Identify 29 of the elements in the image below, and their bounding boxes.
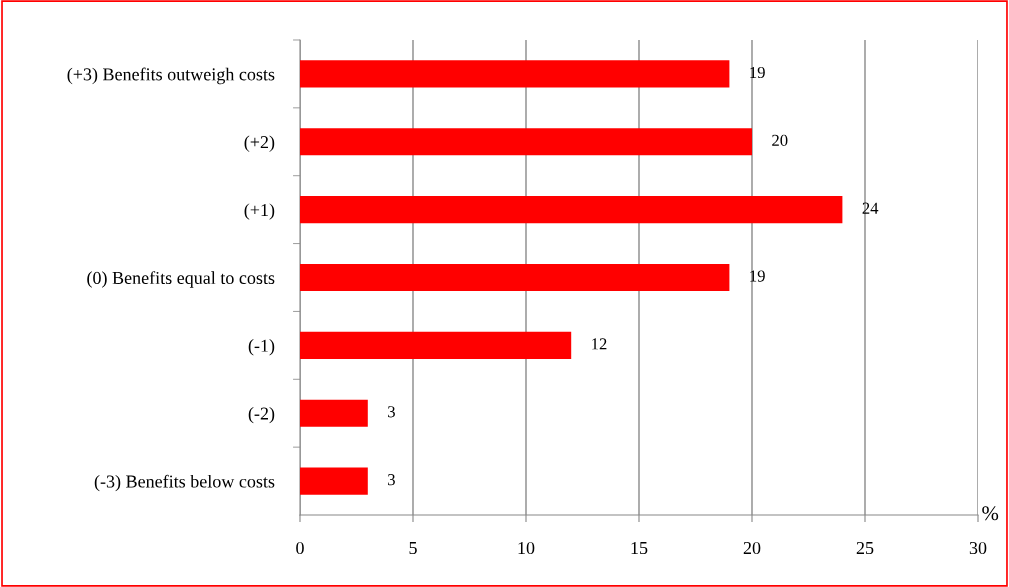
x-axis-title: % [982,506,999,521]
bar [300,263,730,292]
y-tick-label: (-2) [248,406,275,424]
bar [300,196,843,224]
x-tick-label: 10 [518,541,535,555]
x-tick-label: 5 [409,542,417,555]
data-label: 12 [592,338,607,350]
y-tick-label: (+1) [244,203,275,220]
bar [300,467,368,495]
y-tick-label: (0) Benefits equal to costs [87,271,275,288]
bar [300,331,572,359]
x-tick-label: 25 [856,541,874,555]
y-tick-label: (-1) [248,339,275,356]
y-tick-label: (-3) Benefits below costs [94,474,275,492]
data-label: 19 [750,270,765,282]
bar [300,60,730,88]
data-label: 3 [388,474,395,486]
y-tick-label: (+3) Benefits outweigh costs [67,67,275,85]
x-tick-label: 15 [631,542,648,555]
x-tick-label: 0 [296,541,304,555]
bar [300,399,368,427]
y-tick-label: (+2) [244,135,275,152]
x-tick-label: 30 [969,541,987,555]
bar [300,128,752,156]
data-label: 3 [388,406,395,418]
data-label: 20 [772,134,788,146]
x-tick-label: 20 [743,541,761,555]
data-label: 19 [750,66,765,79]
data-label: 24 [862,202,879,214]
